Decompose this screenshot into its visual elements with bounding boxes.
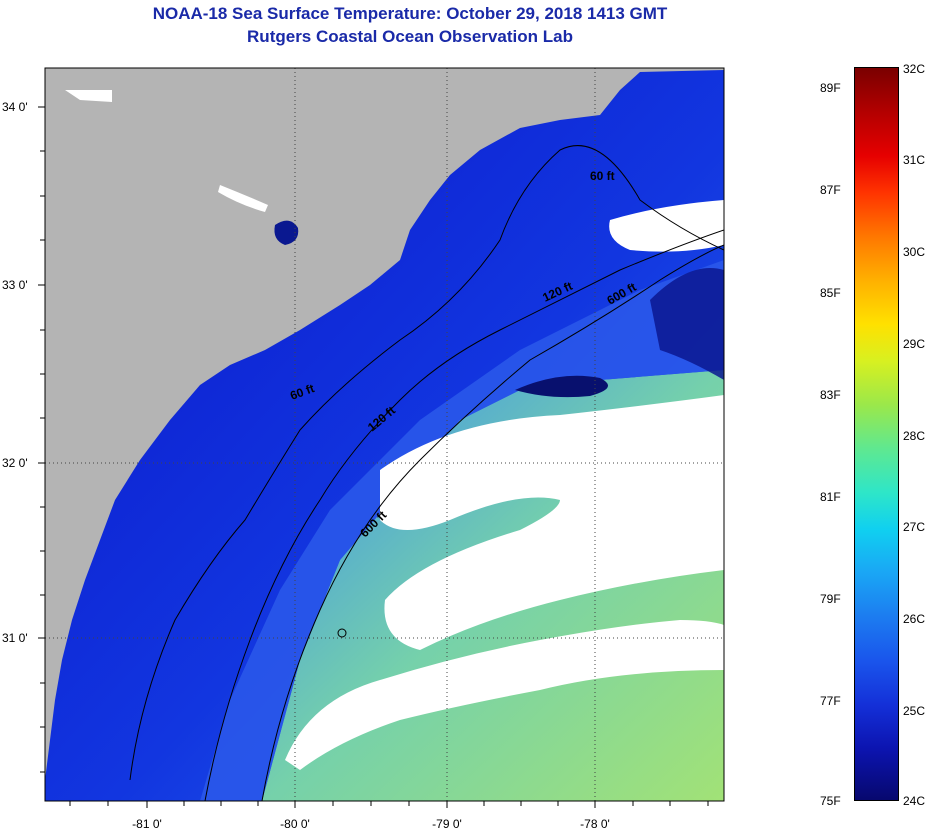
lon-label-81: -81 0' — [132, 817, 162, 831]
colorbar-f-87: 87F — [820, 183, 841, 197]
buoy-marker — [337, 628, 347, 638]
colorbar-f-77: 77F — [820, 694, 841, 708]
estuary-lake-3 — [65, 90, 112, 102]
depth-contours — [129, 145, 724, 801]
lon-label-78: -78 0' — [580, 817, 610, 831]
contour-600ft — [261, 244, 724, 801]
colorbar-c-24: 24C — [903, 794, 926, 808]
colorbar-c-25: 25C — [903, 704, 926, 718]
lat-label-34: 34 0' — [2, 100, 28, 114]
land-mass — [45, 68, 724, 780]
map-subtitle: Rutgers Coastal Ocean Observation Lab — [247, 27, 573, 46]
lon-label-79: -79 0' — [432, 817, 462, 831]
colorbar-c-29: 29C — [903, 337, 926, 351]
lat-label-33: 33 0' — [2, 278, 28, 292]
contour-120ft — [204, 229, 724, 801]
cloud-mask-main — [380, 395, 724, 650]
colorbar-c-27: 27C — [903, 520, 926, 534]
colorbar-f-83: 83F — [820, 388, 841, 402]
lat-ticks — [38, 106, 45, 773]
lat-label-32: 32 0' — [2, 456, 28, 470]
contour-60ft — [129, 145, 724, 781]
lon-ticks — [69, 801, 709, 808]
cold-eddy — [515, 375, 608, 398]
cold-filament — [650, 268, 724, 380]
map-title: NOAA-18 Sea Surface Temperature: October… — [152, 4, 668, 23]
lon-label-80: -80 0' — [280, 817, 310, 831]
colorbar-c-30: 30C — [903, 245, 926, 259]
estuary-lake-2 — [218, 185, 268, 212]
cloud-mask-east — [609, 200, 724, 252]
lat-label-31: 31 0' — [2, 631, 28, 645]
temperature-colorbar — [854, 67, 899, 801]
colorbar-c-31: 31C — [903, 153, 926, 167]
colorbar-c-28: 28C — [903, 429, 926, 443]
colorbar-f-79: 79F — [820, 592, 841, 606]
contour-label-60ft-north: 60 ft — [590, 169, 615, 183]
colorbar-f-81: 81F — [820, 490, 841, 504]
estuary-lake — [274, 220, 299, 245]
colorbar-c-26: 26C — [903, 612, 926, 626]
colorbar-f-89: 89F — [820, 81, 841, 95]
cloud-mask-south — [285, 620, 724, 770]
colorbar-c-32: 32C — [903, 62, 926, 76]
map-frame — [44, 67, 725, 802]
colorbar-f-75: 75F — [820, 794, 841, 808]
colorbar-f-85: 85F — [820, 286, 841, 300]
